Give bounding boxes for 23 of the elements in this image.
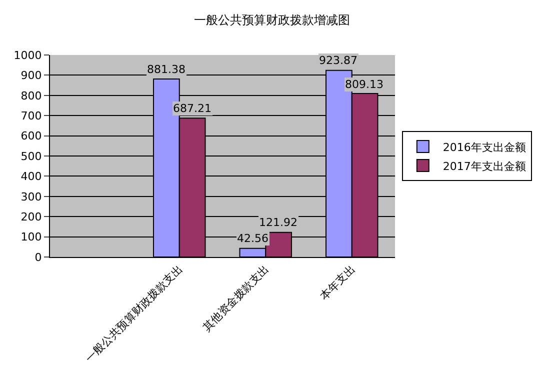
data-label: 923.87 xyxy=(319,54,358,67)
y-tick-label: 0 xyxy=(34,250,42,264)
data-label: 42.56 xyxy=(237,232,268,245)
y-tick-label: 1000 xyxy=(14,48,42,62)
y-tick-label: 300 xyxy=(20,190,42,204)
y-tick-label: 500 xyxy=(20,150,42,163)
data-label: 687.21 xyxy=(173,102,212,115)
data-label: 881.38 xyxy=(147,63,186,76)
y-tick-label: 900 xyxy=(20,69,42,82)
chart-title: 一般公共预算财政拨款增减图 xyxy=(194,12,350,27)
data-label: 121.92 xyxy=(259,216,298,229)
legend-label: 2016年支出金额 xyxy=(442,140,526,154)
legend-label: 2017年支出金额 xyxy=(442,160,526,173)
y-tick-label: 800 xyxy=(20,89,42,102)
y-tick-label: 700 xyxy=(20,109,42,122)
x-tick-label: 其他资金拨款支出 xyxy=(200,262,272,334)
y-tick-label: 400 xyxy=(20,170,42,184)
y-tick-label: 200 xyxy=(20,210,42,224)
x-tick-label: 本年支出 xyxy=(318,262,358,303)
data-label: 809.13 xyxy=(345,78,384,91)
y-tick-label: 600 xyxy=(20,130,42,143)
y-tick-label: 100 xyxy=(20,230,42,244)
x-tick-label: 一般公共预算财政拨款支出 xyxy=(82,262,186,366)
